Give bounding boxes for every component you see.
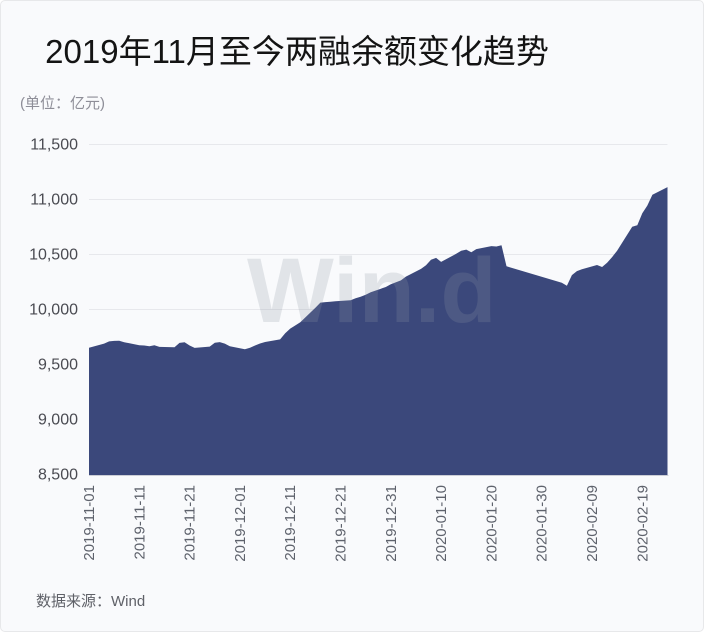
x-tick-label: 2019-11-11 — [131, 485, 148, 560]
x-tick-label: 2020-01-10 — [433, 485, 450, 562]
x-tick-label: 2019-12-31 — [383, 485, 400, 562]
y-tick-label: 8,500 — [38, 467, 78, 484]
y-tick-label: 9,000 — [38, 412, 78, 429]
y-tick-label: 11,000 — [30, 192, 78, 209]
x-tick-label: 2019-11-01 — [81, 485, 98, 561]
x-tick-label: 2020-02-19 — [634, 485, 651, 562]
balance-area-series — [89, 187, 668, 475]
y-tick-label: 10,500 — [29, 247, 78, 264]
x-tick-label: 2020-02-09 — [584, 485, 601, 562]
x-tick-label: 2019-11-21 — [182, 485, 199, 561]
x-tick-label: 2019-12-11 — [282, 485, 299, 561]
y-tick-label: 9,500 — [38, 357, 78, 374]
y-tick-label: 10,000 — [29, 302, 78, 319]
x-tick-label: 2019-12-21 — [333, 485, 350, 562]
x-tick-label: 2020-01-20 — [483, 485, 500, 562]
x-tick-label: 2019-12-01 — [232, 485, 249, 562]
x-tick-label: 2020-01-30 — [534, 485, 551, 562]
chart-title: 2019年11月至今两融余额变化趋势 — [45, 33, 549, 70]
chart-unit-label: (单位：亿元) — [20, 95, 105, 112]
data-source-label: 数据来源：Wind — [36, 593, 146, 610]
y-tick-label: 11,500 — [30, 137, 78, 154]
